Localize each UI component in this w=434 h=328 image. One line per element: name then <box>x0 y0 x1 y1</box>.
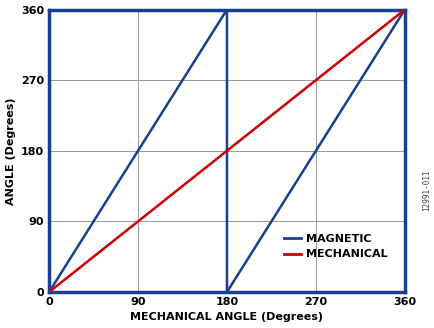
MAGNETIC <box>224 8 229 11</box>
MAGNETIC <box>46 290 52 294</box>
Y-axis label: ANGLE (Degrees): ANGLE (Degrees) <box>6 97 16 205</box>
Legend: MAGNETIC, MECHANICAL: MAGNETIC, MECHANICAL <box>279 229 391 264</box>
Line: MAGNETIC: MAGNETIC <box>49 10 404 292</box>
X-axis label: MECHANICAL ANGLE (Degrees): MECHANICAL ANGLE (Degrees) <box>130 313 323 322</box>
MAGNETIC <box>224 290 229 294</box>
MAGNETIC <box>401 8 407 11</box>
Text: 12991-011: 12991-011 <box>421 170 430 211</box>
